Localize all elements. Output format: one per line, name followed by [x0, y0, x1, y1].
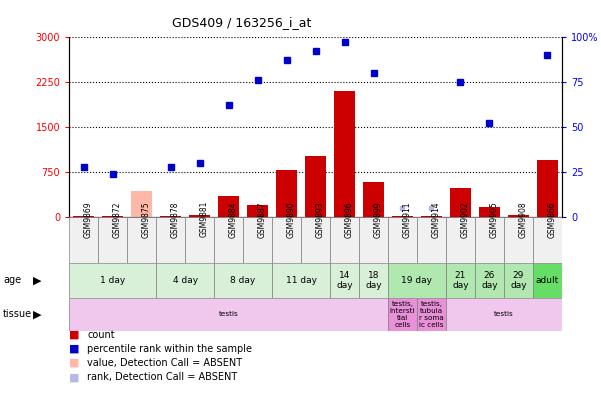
- Text: GSM9872: GSM9872: [112, 201, 121, 238]
- Bar: [248, 205, 267, 217]
- Bar: [417, 298, 446, 331]
- Bar: [69, 298, 388, 331]
- Bar: [132, 191, 151, 217]
- Text: count: count: [87, 329, 115, 340]
- Text: GSM9866: GSM9866: [548, 201, 557, 238]
- Bar: [73, 216, 94, 217]
- Text: GSM9878: GSM9878: [171, 201, 180, 238]
- Text: ■: ■: [69, 358, 79, 368]
- Bar: [480, 207, 499, 217]
- Bar: [305, 156, 326, 217]
- Text: GSM9914: GSM9914: [432, 201, 441, 238]
- Bar: [359, 217, 388, 263]
- Text: GSM9911: GSM9911: [403, 201, 412, 238]
- Bar: [417, 217, 446, 263]
- Text: GSM9902: GSM9902: [460, 201, 469, 238]
- Bar: [243, 217, 272, 263]
- Bar: [214, 217, 243, 263]
- Bar: [214, 263, 272, 298]
- Bar: [330, 263, 359, 298]
- Text: 19 day: 19 day: [401, 276, 433, 285]
- Bar: [160, 216, 181, 217]
- Bar: [508, 215, 529, 217]
- Bar: [301, 217, 330, 263]
- Bar: [504, 217, 533, 263]
- Bar: [272, 217, 301, 263]
- Bar: [132, 216, 151, 217]
- Text: GSM9893: GSM9893: [316, 201, 325, 238]
- Text: ■: ■: [69, 372, 79, 383]
- Text: 14
day: 14 day: [336, 271, 353, 290]
- Bar: [189, 215, 210, 217]
- Bar: [156, 217, 185, 263]
- Bar: [450, 188, 471, 217]
- Text: ■: ■: [69, 329, 79, 340]
- Text: GSM9869: GSM9869: [84, 201, 93, 238]
- Text: 29
day: 29 day: [510, 271, 526, 290]
- Bar: [334, 91, 355, 217]
- Bar: [272, 263, 330, 298]
- Text: GSM9899: GSM9899: [373, 201, 382, 238]
- Text: testis,
intersti
tial
cells: testis, intersti tial cells: [389, 301, 415, 328]
- Text: ▶: ▶: [33, 309, 41, 320]
- Bar: [127, 217, 156, 263]
- Text: GDS409 / 163256_i_at: GDS409 / 163256_i_at: [172, 16, 311, 29]
- Text: GSM9884: GSM9884: [228, 201, 237, 238]
- Text: 4 day: 4 day: [172, 276, 198, 285]
- Text: testis,
tubula
r soma
ic cells: testis, tubula r soma ic cells: [419, 301, 444, 328]
- Bar: [69, 263, 156, 298]
- Text: value, Detection Call = ABSENT: value, Detection Call = ABSENT: [87, 358, 242, 368]
- Bar: [388, 217, 417, 263]
- Text: GSM9905: GSM9905: [489, 201, 498, 238]
- Text: 11 day: 11 day: [285, 276, 317, 285]
- Text: GSM9890: GSM9890: [287, 201, 296, 238]
- Bar: [185, 217, 214, 263]
- Text: 21
day: 21 day: [452, 271, 469, 290]
- Text: age: age: [3, 275, 21, 286]
- Bar: [276, 170, 297, 217]
- Bar: [102, 216, 123, 217]
- Text: GSM9875: GSM9875: [142, 201, 151, 238]
- Bar: [537, 160, 558, 217]
- Text: testis: testis: [494, 311, 514, 318]
- Bar: [475, 263, 504, 298]
- Bar: [533, 217, 562, 263]
- Text: testis: testis: [219, 311, 239, 318]
- Bar: [446, 263, 475, 298]
- Text: 18
day: 18 day: [365, 271, 382, 290]
- Text: 26
day: 26 day: [481, 271, 498, 290]
- Text: GSM9908: GSM9908: [519, 201, 528, 238]
- Text: 8 day: 8 day: [230, 276, 255, 285]
- Bar: [392, 216, 413, 217]
- Text: rank, Detection Call = ABSENT: rank, Detection Call = ABSENT: [87, 372, 237, 383]
- Text: ▶: ▶: [33, 275, 41, 286]
- Bar: [156, 263, 214, 298]
- Bar: [364, 182, 383, 217]
- Text: tissue: tissue: [3, 309, 32, 320]
- Text: adult: adult: [536, 276, 559, 285]
- Text: GSM9896: GSM9896: [344, 201, 353, 238]
- Bar: [359, 263, 388, 298]
- Bar: [69, 217, 98, 263]
- Bar: [98, 217, 127, 263]
- Bar: [388, 298, 417, 331]
- Bar: [533, 263, 562, 298]
- Bar: [388, 263, 446, 298]
- Bar: [446, 217, 475, 263]
- Bar: [421, 216, 442, 217]
- Bar: [446, 298, 562, 331]
- Bar: [218, 196, 239, 217]
- Text: ■: ■: [69, 344, 79, 354]
- Bar: [475, 217, 504, 263]
- Text: GSM9887: GSM9887: [258, 201, 267, 238]
- Text: percentile rank within the sample: percentile rank within the sample: [87, 344, 252, 354]
- Text: 1 day: 1 day: [100, 276, 125, 285]
- Bar: [504, 263, 533, 298]
- Text: GSM9881: GSM9881: [200, 201, 209, 238]
- Bar: [330, 217, 359, 263]
